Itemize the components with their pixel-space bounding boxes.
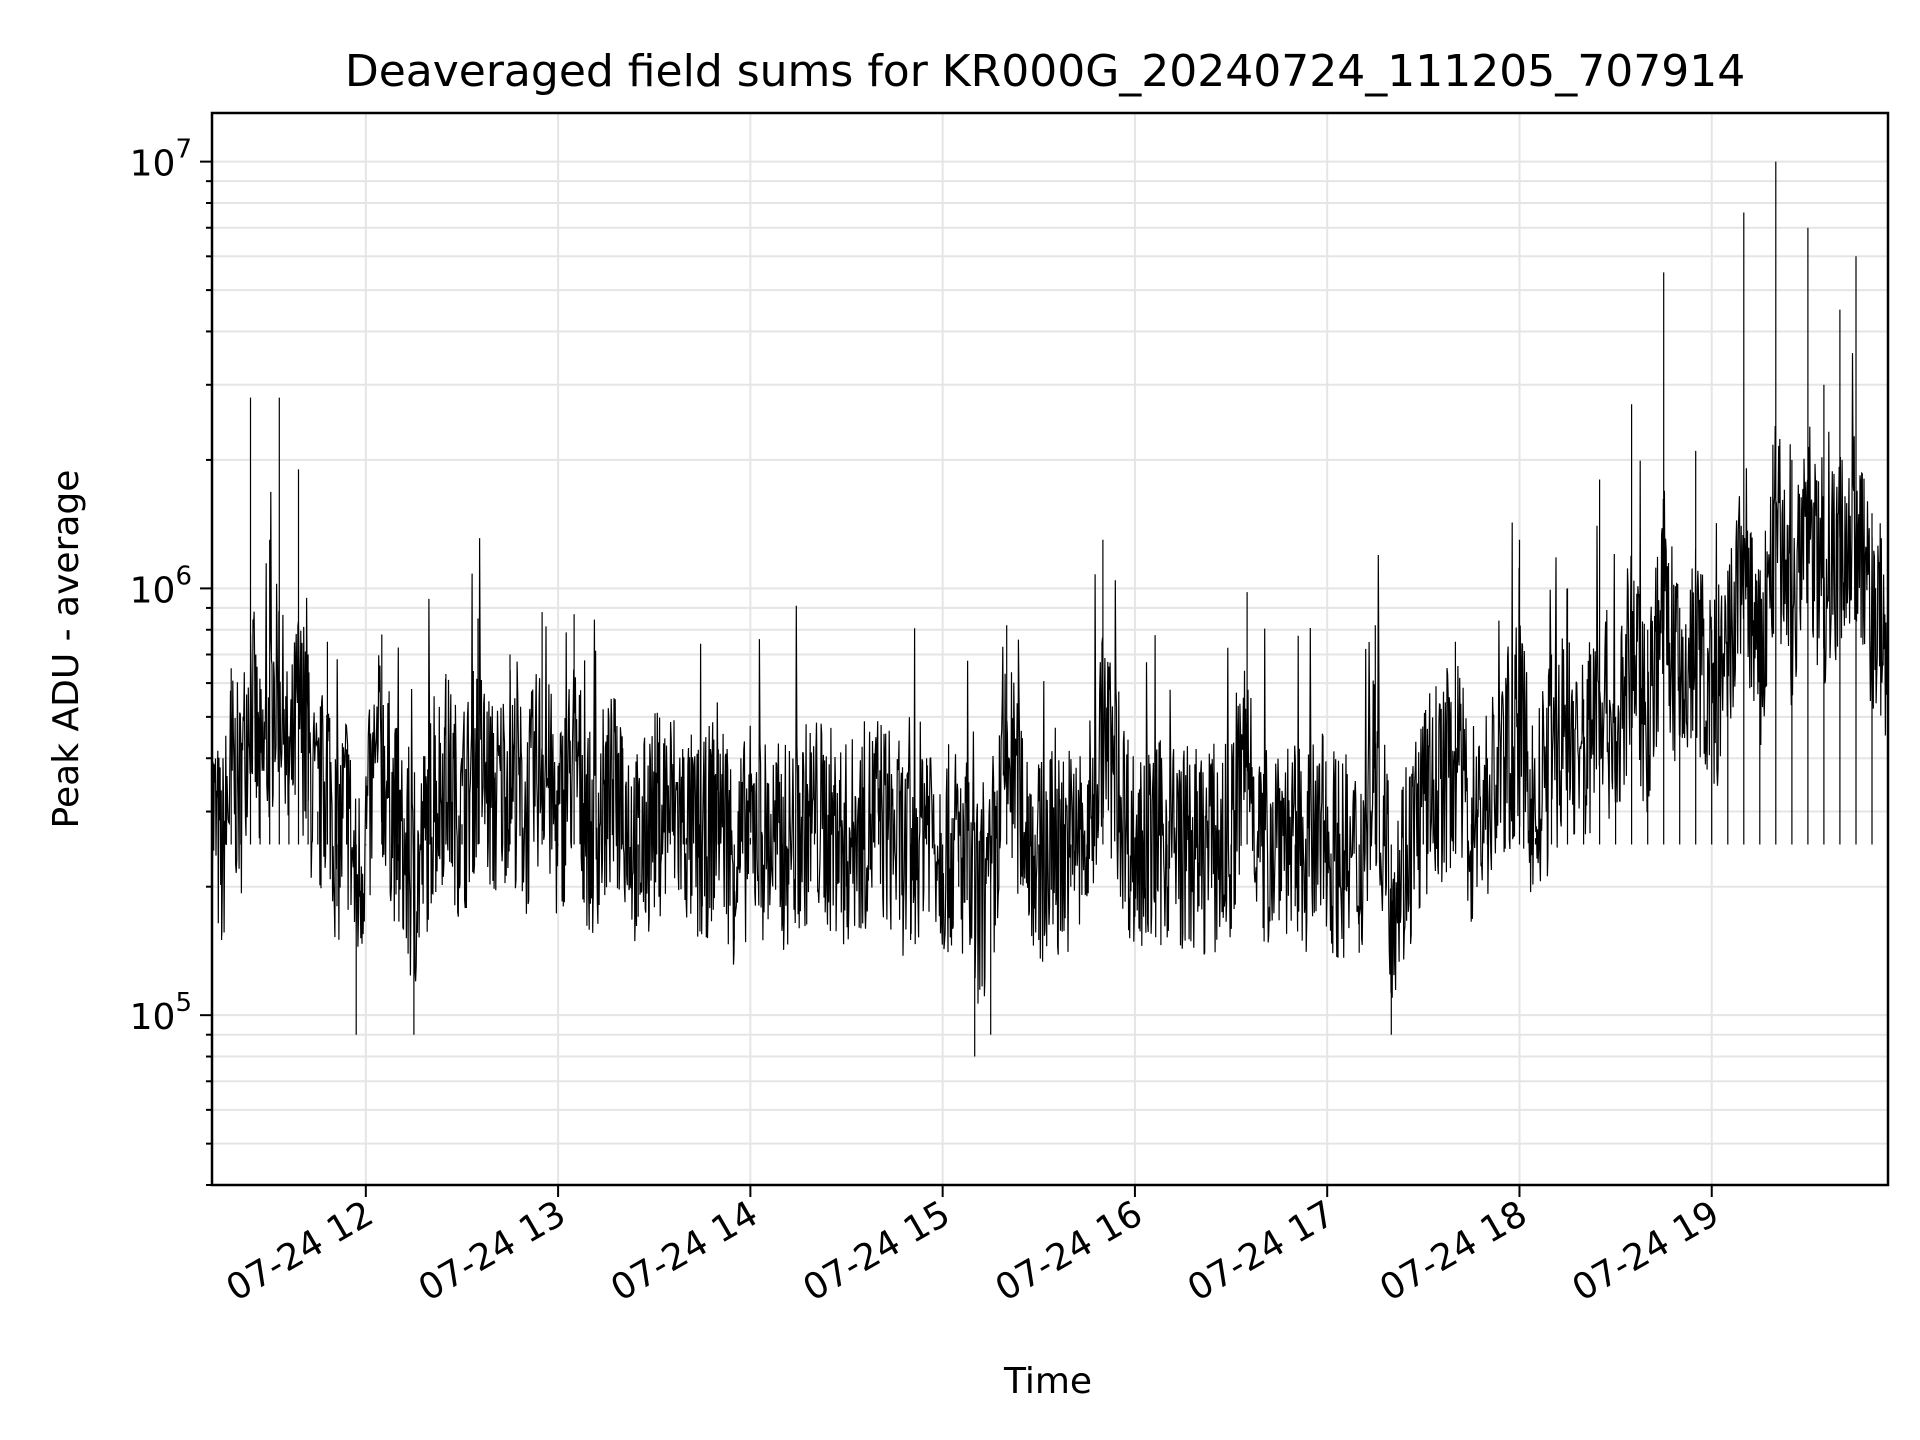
y-tick-label: 106 xyxy=(130,561,192,611)
y-axis: 105 106 107 xyxy=(130,135,212,1186)
series-line xyxy=(211,161,1889,1057)
plot-area-frame xyxy=(210,111,1890,1187)
y-axis-label: Peak ADU - average xyxy=(46,470,87,829)
x-tick-label: 07-24 12 xyxy=(220,1193,381,1309)
x-tick-label: 07-24 14 xyxy=(604,1193,765,1309)
x-axis: 07-24 12 07-24 13 07-24 14 07-24 15 07-24 16… xyxy=(220,1185,1727,1310)
x-tick-label: 07-24 18 xyxy=(1373,1193,1534,1309)
x-tick-label: 07-24 17 xyxy=(1181,1193,1342,1309)
chart-title: Deaveraged field sums for KR000G_2024072… xyxy=(345,46,1745,97)
x-tick-label: 07-24 16 xyxy=(989,1193,1150,1309)
y-tick-label: 107 xyxy=(130,135,192,185)
x-tick-label: 07-24 19 xyxy=(1566,1193,1727,1309)
x-axis-label: Time xyxy=(1003,1361,1092,1402)
x-tick-label: 07-24 15 xyxy=(796,1193,957,1309)
x-tick-label: 07-24 13 xyxy=(412,1193,573,1309)
grid xyxy=(212,113,1888,1186)
y-tick-label: 105 xyxy=(130,988,192,1038)
